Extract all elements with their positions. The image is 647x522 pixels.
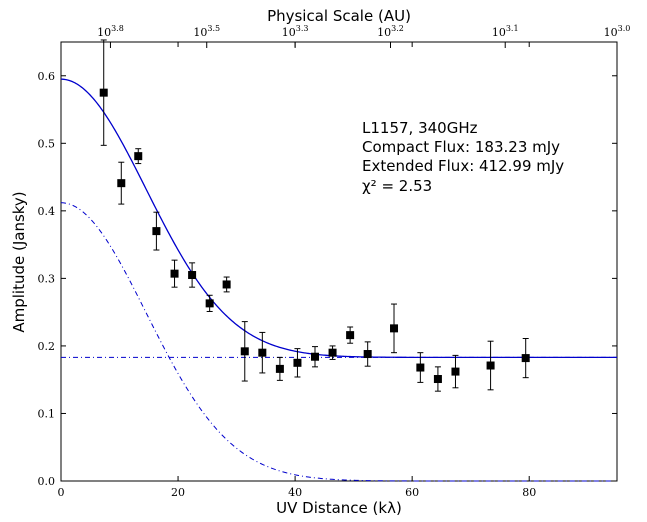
- x-tick-label: 80: [522, 486, 536, 499]
- y-tick-label: 0.2: [38, 340, 56, 353]
- top-tick-base: 10: [97, 26, 111, 39]
- y-tick-label: 0.0: [38, 475, 56, 488]
- x-tick-label: 40: [288, 486, 302, 499]
- x-axis-title: UV Distance (kλ): [276, 499, 402, 517]
- plot-frame: [60, 41, 618, 482]
- annotation-extended-flux: Extended Flux: 412.99 mJy: [362, 157, 564, 175]
- top-tick-exponent: 3.0: [618, 24, 631, 33]
- y-tick-label: 0.3: [38, 272, 56, 285]
- top-tick-exponent: 3.8: [111, 24, 124, 33]
- y-tick-label: 0.4: [38, 205, 56, 218]
- data-point: [328, 348, 337, 357]
- top-tick-base: 10: [492, 26, 506, 39]
- data-point: [240, 347, 249, 356]
- annotation-block: L1157, 340GHz Compact Flux: 183.23 mJy E…: [362, 119, 564, 195]
- y-tick-label: 0.1: [38, 407, 56, 420]
- top-tick-label: 103.2: [377, 24, 404, 39]
- data-point: [346, 331, 355, 340]
- annotation-source: L1157, 340GHz: [362, 119, 478, 137]
- x-tick-label: 60: [405, 486, 419, 499]
- top-axis-ticks: 103.8 103.5 103.3 103.2 103.1 103.0: [97, 24, 630, 48]
- annotation-chi-squared: χ² = 2.53: [362, 177, 432, 195]
- data-point: [521, 354, 530, 363]
- top-tick-exponent: 3.2: [391, 24, 404, 33]
- top-tick-base: 10: [604, 26, 618, 39]
- model-total-curve: [60, 78, 617, 359]
- top-tick-label: 103.8: [97, 24, 124, 39]
- x-axis-ticks: 0 20 40 60 80: [58, 42, 536, 499]
- annotation-compact-flux: Compact Flux: 183.23 mJy: [362, 138, 560, 156]
- data-points: [99, 88, 530, 384]
- model-extended-curve: [60, 202, 617, 482]
- top-tick-label: 103.0: [604, 24, 631, 39]
- top-tick-base: 10: [193, 26, 207, 39]
- data-point: [451, 367, 460, 376]
- data-point: [99, 88, 108, 97]
- data-point: [258, 348, 267, 357]
- top-tick-label: 103.1: [492, 24, 519, 39]
- x-tick-label: 20: [171, 486, 185, 499]
- data-point: [117, 179, 126, 188]
- y-axis-ticks: 0.0 0.1 0.2 0.3 0.4 0.5 0.6: [38, 70, 617, 488]
- data-point: [134, 152, 143, 161]
- data-point: [170, 269, 179, 278]
- top-tick-label: 103.3: [282, 24, 309, 39]
- top-tick-base: 10: [282, 26, 296, 39]
- data-point: [205, 299, 214, 308]
- data-point: [293, 358, 302, 367]
- data-point: [275, 364, 284, 373]
- top-tick-exponent: 3.1: [506, 24, 519, 33]
- top-tick-label: 103.5: [193, 24, 220, 39]
- y-axis-title: Amplitude (Jansky): [10, 191, 28, 332]
- data-point: [433, 375, 442, 384]
- data-point: [152, 227, 161, 236]
- data-point: [222, 280, 231, 289]
- top-tick-exponent: 3.5: [207, 24, 220, 33]
- y-tick-label: 0.6: [38, 70, 56, 83]
- data-point: [390, 324, 399, 333]
- top-tick-base: 10: [377, 26, 391, 39]
- data-point: [188, 271, 197, 280]
- data-point: [416, 363, 425, 372]
- top-tick-exponent: 3.3: [296, 24, 309, 33]
- x-tick-label: 0: [58, 486, 65, 499]
- y-tick-label: 0.5: [38, 137, 56, 150]
- error-bars: [100, 39, 529, 392]
- data-point: [311, 352, 320, 361]
- data-point: [486, 361, 495, 370]
- data-point: [363, 350, 372, 359]
- top-axis-title: Physical Scale (AU): [267, 7, 411, 25]
